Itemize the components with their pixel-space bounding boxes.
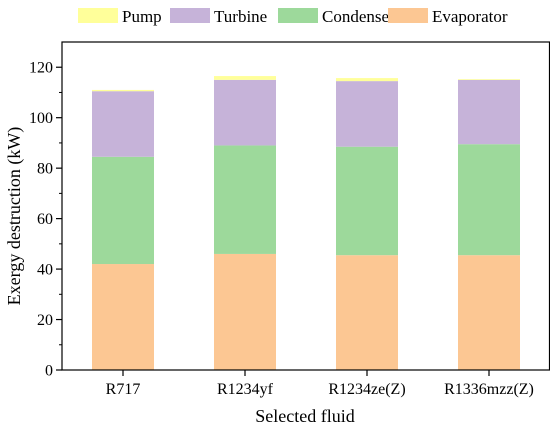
bar-condenser-0 [92,156,154,265]
bar-condenser-2 [336,146,398,256]
legend: Pump Turbine Condenser Evaporator [78,7,508,26]
bar-turbine-1 [214,79,276,146]
legend-swatch-pump [78,8,118,23]
y-tick-label: 100 [29,110,53,127]
bar-evaporator-0 [92,264,154,370]
y-axis-title: Exergy destruction (kW) [4,127,25,306]
legend-label-pump: Pump [122,7,162,26]
x-tick-label: R1234yf [217,381,274,398]
y-tick-label: 0 [45,363,53,380]
x-tick-label: R1336mzz(Z) [444,381,534,398]
axes: 0 20 40 60 80 100 120 R717 R1234yf R1234ze(Z) R133… [29,41,550,398]
bar-turbine-2 [336,81,398,147]
bar-condenser-1 [214,145,276,254]
bar-evaporator-1 [214,253,276,370]
bars [92,76,520,370]
bar-pump-1 [214,76,276,80]
legend-label-condenser: Condenser [322,7,395,26]
bar-pump-0 [92,89,154,92]
y-tick-label: 20 [37,312,53,329]
y-tick-label: 60 [37,211,53,228]
y-tick-label: 120 [29,60,53,77]
bar-turbine-3 [458,79,520,145]
legend-swatch-evaporator [388,8,428,23]
bar-turbine-0 [92,91,154,157]
x-axis-title: Selected fluid [255,406,354,426]
y-tick-label: 80 [37,161,53,178]
bar-pump-2 [336,78,398,82]
legend-swatch-turbine [170,8,210,23]
legend-label-turbine: Turbine [214,7,267,26]
legend-label-evaporator: Evaporator [432,7,508,26]
legend-swatch-condenser [278,8,318,23]
bar-evaporator-3 [458,255,520,370]
x-tick-label: R717 [106,381,141,398]
x-tick-label: R1234ze(Z) [328,381,405,398]
bar-evaporator-2 [336,255,398,370]
bar-condenser-3 [458,144,520,256]
y-tick-label: 40 [37,262,53,279]
bar-pump-3 [458,79,520,80]
